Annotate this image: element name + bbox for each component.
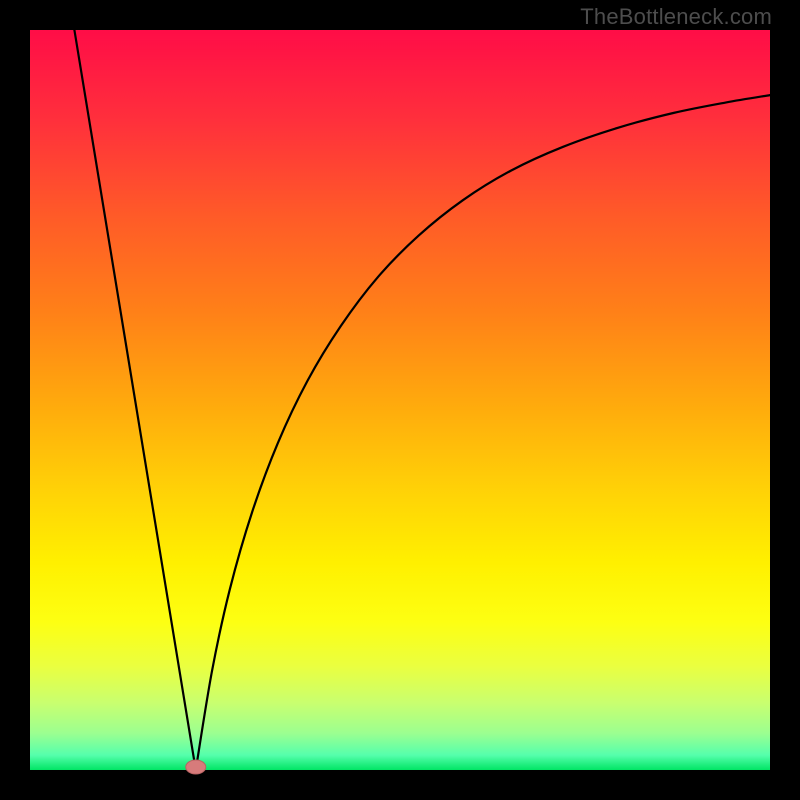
chart-container: TheBottleneck.com xyxy=(0,0,800,800)
bottleneck-marker xyxy=(186,760,206,774)
plot-gradient-area xyxy=(30,30,770,770)
watermark-text: TheBottleneck.com xyxy=(580,4,772,30)
chart-svg xyxy=(0,0,800,800)
